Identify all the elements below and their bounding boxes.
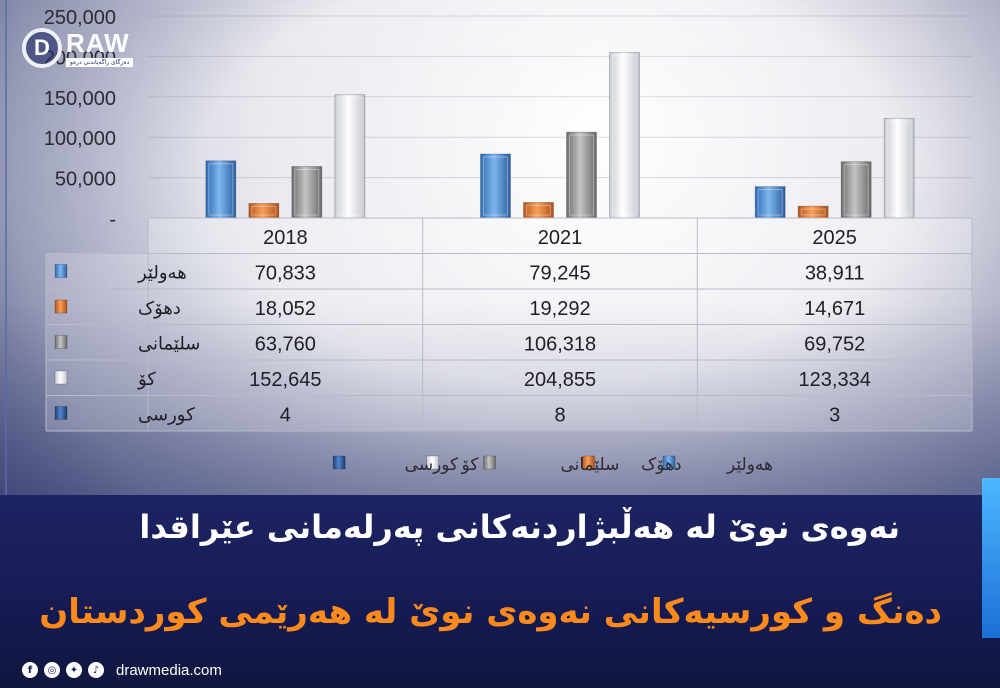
data-label: 38,911 [805,263,865,285]
series-name: سلێمانی [138,334,200,355]
bar [248,203,280,219]
data-label: 8 [554,405,565,427]
data-label: 3 [829,405,840,427]
legend-key [662,455,676,470]
legend-key [54,299,68,314]
series-name: دهۆک [138,298,181,319]
logo-letter: D [34,35,50,60]
twitter-icon[interactable]: ✦ [66,662,82,678]
data-label: 14,671 [804,298,865,320]
legend-label: کۆ [461,455,480,475]
social-links: f ◎ ✦ ♪ drawmedia.com [22,660,222,680]
data-label: 18,052 [255,298,316,320]
accent-bar [982,478,1000,638]
instagram-icon[interactable]: ◎ [44,662,60,678]
bar [883,117,915,219]
legend-key [54,406,68,420]
bar [334,94,366,219]
legend-label: کورسی [405,455,459,475]
bar [291,166,323,219]
caption-panel [0,495,1000,688]
logo-text: RAW ده‌زگای راگه‌یاندنی درەو [66,27,134,67]
draw-logo: D RAW ده‌زگای راگه‌یاندنی درەو [22,26,134,70]
data-label: 63,760 [255,334,316,356]
bar [523,202,554,219]
bar [566,131,597,219]
data-label: 79,245 [529,263,590,285]
bar-bevel [251,205,277,216]
bar [205,160,237,219]
series-name: کۆ [137,369,156,390]
headline-primary: نەوەی نوێ لە هەڵبژاردنەکانی پەرلەمانی عێ… [139,508,900,546]
table-header-bg [148,218,972,254]
y-tick-label: 50,000 [55,169,116,191]
bar-bevel [569,134,594,216]
category-label: 2021 [538,227,583,249]
bar-bevel [294,168,320,216]
y-tick-label: 150,000 [44,88,116,110]
legend-key [54,335,68,349]
bar-bevel [612,54,637,216]
legend-label: دهۆک [641,455,682,475]
data-label: 19,292 [529,298,590,320]
facebook-icon[interactable]: f [22,662,38,678]
legend-key [582,455,595,470]
y-tick-label: 100,000 [44,128,116,150]
bar [609,52,640,219]
data-label: 4 [280,405,291,427]
tiktok-icon[interactable]: ♪ [88,662,104,678]
logo-circle: D [22,28,62,68]
bar-bevel [208,163,234,216]
category-label: 2025 [812,227,857,249]
data-label: 69,752 [804,334,865,356]
legend-key [483,455,496,470]
bar-bevel [526,204,551,216]
headline-secondary: دەنگ و کورسیەکانی نەوەی نوێ لە هەرێمی کو… [39,592,942,632]
legend-key [54,370,68,385]
bar-bevel [843,164,869,216]
legend-key [332,455,346,470]
bar-bevel [483,156,508,216]
bar [480,153,511,219]
y-tick-label: - [109,209,116,231]
series-name: کورسی [138,405,195,426]
data-label: 123,334 [799,369,871,391]
bar-bevel [337,97,363,216]
data-label: 70,833 [255,263,316,285]
legend-key [426,455,439,470]
legend-label: هەولێر [726,455,773,475]
bar [840,161,872,219]
bar [797,205,829,219]
data-label: 152,645 [249,369,321,391]
series-name: هەولێر [137,263,187,284]
legend-key [54,264,68,278]
y-tick-label: 250,000 [44,7,116,29]
bar-bevel [800,208,826,216]
logo-word: RAW [66,27,130,58]
bar [754,186,786,219]
website-link[interactable]: drawmedia.com [116,661,222,679]
logo-tagline: ده‌زگای راگه‌یاندنی درەو [66,57,134,67]
data-label: 204,855 [524,369,596,391]
table-body-bg [46,253,972,431]
bar-bevel [757,189,783,216]
data-label: 106,318 [524,334,596,356]
bar-bevel [886,120,912,216]
category-label: 2018 [263,227,308,249]
legend-label: سلێمانی [560,455,619,475]
